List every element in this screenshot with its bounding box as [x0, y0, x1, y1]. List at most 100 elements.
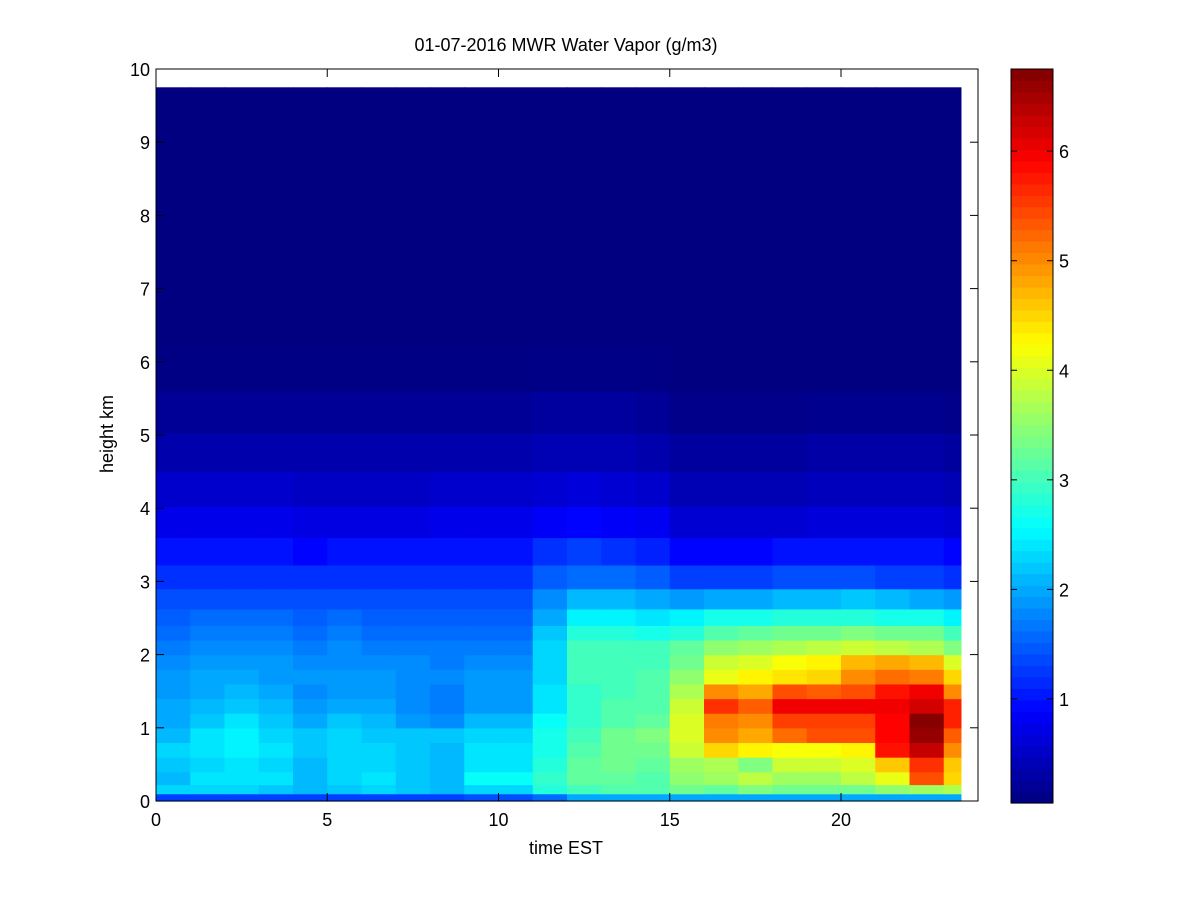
heatmap-cell — [361, 226, 397, 290]
heatmap-cell — [498, 588, 534, 610]
heatmap-cell — [156, 771, 191, 786]
heatmap-cell — [704, 698, 739, 714]
heatmap-cell — [909, 713, 945, 729]
y-axis-label: height km — [97, 395, 117, 473]
heatmap-cell — [738, 698, 774, 714]
heatmap-cell — [943, 608, 962, 626]
colorbar-segment — [1011, 80, 1053, 93]
heatmap-cell — [498, 698, 534, 714]
heatmap-cell — [875, 625, 911, 641]
heatmap-cell — [806, 713, 842, 729]
heatmap-cell — [909, 683, 945, 700]
heatmap-cell — [875, 669, 911, 685]
heatmap-cell — [875, 506, 911, 539]
heatmap-cell — [430, 564, 465, 590]
heatmap-cell — [190, 727, 226, 744]
heatmap-cell — [258, 713, 294, 729]
heatmap-cell — [532, 471, 568, 507]
heatmap-cell — [635, 757, 671, 773]
heatmap-cell — [395, 639, 431, 656]
colorbar-tick-label: 1 — [1059, 690, 1069, 710]
heatmap-cell — [738, 156, 774, 227]
heatmap-cell — [772, 771, 808, 786]
heatmap-cell — [156, 506, 191, 539]
heatmap-cell — [841, 639, 876, 656]
heatmap-cell — [601, 683, 637, 700]
heatmap-cell — [464, 391, 500, 434]
heatmap-cell — [430, 391, 465, 434]
heatmap-cell — [293, 742, 328, 758]
heatmap-cell — [635, 391, 671, 434]
heatmap-cell — [806, 608, 842, 626]
heatmap-cell — [464, 588, 500, 610]
heatmap-cell — [430, 742, 465, 758]
colorbar-segment — [1011, 665, 1053, 678]
heatmap-cell — [738, 683, 774, 700]
heatmap-cell — [190, 784, 226, 795]
heatmap-cell — [635, 156, 671, 227]
heatmap-cell — [704, 639, 739, 656]
heatmap-cell — [704, 793, 739, 802]
heatmap-cell — [772, 588, 808, 610]
heatmap-cell — [156, 564, 191, 590]
colorbar-segment — [1011, 367, 1053, 380]
heatmap-cell — [224, 391, 260, 434]
heatmap-cell — [498, 784, 534, 795]
heatmap-cell — [258, 588, 294, 610]
heatmap-cell — [224, 742, 260, 758]
heatmap-cell — [327, 471, 363, 507]
heatmap-cell — [841, 343, 876, 392]
heatmap-cell — [190, 698, 226, 714]
heatmap-cell — [909, 288, 945, 345]
heatmap-cell — [841, 564, 876, 590]
heatmap-cell — [464, 608, 500, 626]
heatmap-cell — [327, 588, 363, 610]
heatmap-cell — [258, 87, 294, 158]
heatmap-cell — [567, 654, 602, 670]
heatmap-cell — [395, 564, 431, 590]
heatmap-cell — [498, 506, 534, 539]
heatmap-cell — [430, 654, 465, 670]
heatmap-cell — [806, 506, 842, 539]
heatmap-cell — [258, 156, 294, 227]
heatmap-cell — [943, 625, 962, 641]
y-tick-label: 8 — [140, 206, 150, 226]
heatmap-cell — [669, 625, 705, 641]
heatmap-cell — [498, 156, 534, 227]
heatmap-cell — [498, 87, 534, 158]
heatmap-cell — [669, 639, 705, 656]
heatmap-cell — [567, 564, 602, 590]
heatmap-cell — [772, 87, 808, 158]
heatmap-cell — [669, 226, 705, 290]
heatmap-cell — [875, 391, 911, 434]
heatmap-cell — [669, 343, 705, 392]
heatmap-cell — [395, 713, 431, 729]
heatmap-cell — [875, 654, 911, 670]
y-tick-label: 5 — [140, 426, 150, 446]
heatmap-cell — [258, 742, 294, 758]
axis-ticks: 0 5 10 15 20 0 1 2 3 4 5 6 7 8 9 10 — [130, 60, 978, 830]
heatmap-cell — [190, 639, 226, 656]
heatmap-cell — [156, 727, 191, 744]
heatmap-cell — [772, 654, 808, 670]
colorbar-segment — [1011, 481, 1053, 494]
heatmap-cell — [532, 654, 568, 670]
heatmap-cell — [601, 625, 637, 641]
heatmap-cell — [395, 537, 431, 566]
heatmap-cell — [772, 608, 808, 626]
colorbar-segment — [1011, 642, 1053, 655]
heatmap-cell — [806, 639, 842, 656]
heatmap-cell — [704, 771, 739, 786]
heatmap-cell — [327, 654, 363, 670]
heatmap-cell — [258, 669, 294, 685]
heatmap-cell — [943, 288, 962, 345]
heatmap-cell — [772, 669, 808, 685]
heatmap-cell — [327, 343, 363, 392]
colorbar-segment — [1011, 103, 1053, 116]
colorbar-segment — [1011, 390, 1053, 403]
colorbar-segment — [1011, 676, 1053, 689]
colorbar-segment — [1011, 321, 1053, 334]
heatmap-cell — [224, 784, 260, 795]
heatmap-cell — [669, 683, 705, 700]
heatmap-cell — [190, 343, 226, 392]
